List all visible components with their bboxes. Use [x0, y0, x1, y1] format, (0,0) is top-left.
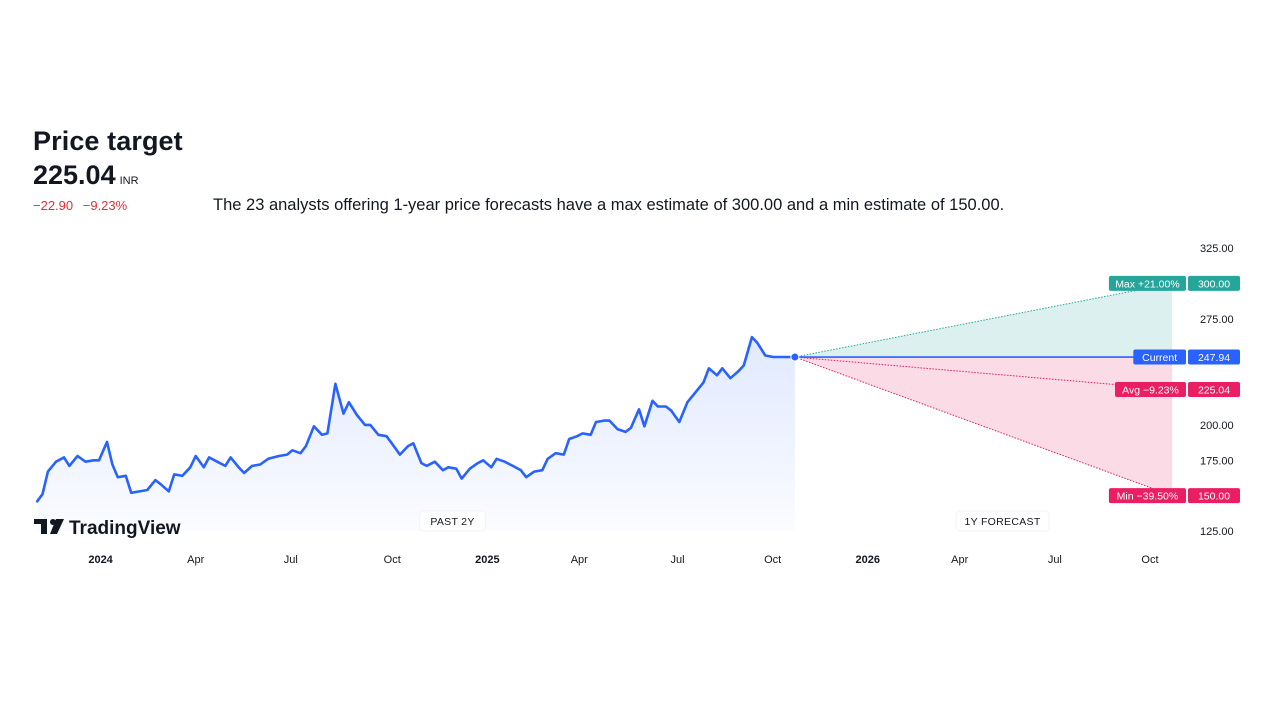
- forecast-max-line: [794, 282, 1173, 358]
- y-tick-label: 125.00: [1200, 526, 1234, 538]
- tradingview-logo: TradingView: [34, 518, 181, 539]
- min-label-text: Min −39.50%: [1117, 491, 1179, 503]
- max-value-tag: [1188, 275, 1240, 291]
- change-absolute: −22.90: [33, 198, 74, 213]
- current-price-point: [790, 352, 800, 362]
- current-value-text: 247.94: [1198, 352, 1230, 364]
- current-label-tag: [1133, 349, 1186, 365]
- forecast-avg-line: [794, 356, 1173, 390]
- avg-value-text: 225.04: [1198, 384, 1230, 396]
- tradingview-logo-icon: [34, 519, 64, 534]
- current-label-text: Current: [1142, 352, 1177, 364]
- page-title: Price target: [33, 126, 183, 156]
- history-price-line: [35, 335, 797, 503]
- y-tick-label: 175.00: [1200, 455, 1234, 467]
- x-tick-label: Apr: [571, 554, 588, 566]
- x-tick-label: Jul: [671, 554, 685, 566]
- currency-unit: INR: [119, 175, 139, 187]
- price-target-chart[interactable]: 325.00275.00250.00225.00200.00175.00125.…: [0, 230, 1280, 590]
- period-pill-0[interactable]: [419, 510, 486, 532]
- price-target-value: 225.04: [33, 160, 116, 190]
- price-target-row: 225.04 INR: [33, 160, 139, 191]
- x-tick-label: 2026: [856, 554, 880, 566]
- min-value-text: 150.00: [1198, 491, 1230, 503]
- price-change-row: −22.90 −9.23%: [33, 198, 127, 213]
- tradingview-logo-text: TradingView: [69, 518, 181, 539]
- x-tick-label: Jul: [1048, 554, 1062, 566]
- x-tick-label: Oct: [384, 554, 401, 566]
- change-percent: −9.23%: [82, 198, 128, 213]
- period-pill-label: PAST 2Y: [430, 516, 474, 528]
- x-tick-label: 2024: [88, 554, 113, 566]
- forecast-min-line: [794, 356, 1173, 497]
- x-tick-label: Oct: [764, 554, 781, 566]
- x-tick-label: Oct: [1141, 554, 1158, 566]
- x-tick-label: Apr: [187, 554, 204, 566]
- y-tick-label: 275.00: [1200, 314, 1234, 326]
- max-label-text: Max +21.00%: [1115, 278, 1180, 290]
- y-tick-label: 325.00: [1200, 243, 1234, 255]
- max-value-text: 300.00: [1198, 278, 1230, 290]
- x-tick-label: Jul: [284, 554, 298, 566]
- avg-label-text: Avg −9.23%: [1122, 384, 1179, 396]
- y-tick-label: 200.00: [1200, 420, 1234, 432]
- period-pill-1[interactable]: [955, 510, 1050, 532]
- x-tick-label: 2025: [475, 554, 499, 566]
- max-label-tag: [1108, 275, 1186, 291]
- current-value-tag: [1188, 349, 1240, 365]
- analyst-summary: The 23 analysts offering 1-year price fo…: [213, 196, 1005, 214]
- avg-label-tag: [1115, 381, 1186, 397]
- history-area: [37, 337, 795, 531]
- x-tick-label: Apr: [951, 554, 968, 566]
- avg-value-tag: [1188, 381, 1240, 397]
- min-value-tag: [1188, 488, 1240, 504]
- period-pill-label: 1Y FORECAST: [965, 516, 1041, 528]
- min-label-tag: [1108, 488, 1186, 504]
